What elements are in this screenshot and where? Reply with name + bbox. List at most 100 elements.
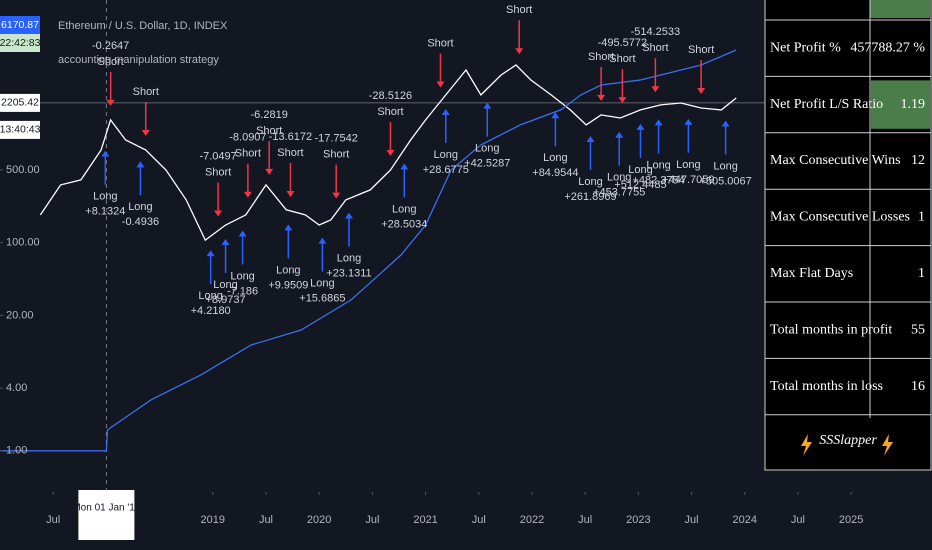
long-arrowhead: [221, 238, 230, 245]
signal-label: -7.186: [227, 285, 258, 297]
signal-text: Long: [276, 264, 300, 276]
table-frame: [764, 0, 932, 471]
table-footer: SSSlapper: [819, 433, 877, 448]
signal-label: +28.5034: [381, 218, 427, 230]
legend-subtitle: accounting manipulation strategy: [58, 54, 219, 66]
signal-text: Short: [235, 148, 261, 160]
table-label: Net Profit %: [770, 40, 841, 55]
last-price-countdown: 22:42:83: [0, 37, 41, 49]
signal-label: +9.9509: [268, 279, 308, 291]
short-arrowhead: [697, 88, 706, 95]
signal-label: +505.0067: [699, 175, 751, 187]
crosshair-y-label-box: [0, 93, 40, 112]
signal-label: +8.9737: [206, 294, 246, 306]
signal-text: Long: [676, 159, 700, 171]
signal-label: -7.0497: [199, 150, 236, 162]
long-arrowhead: [636, 123, 645, 130]
last-price-label: 6170.87: [1, 19, 39, 31]
signal-label: +453.7755: [593, 187, 645, 199]
x-tick-label: Jul: [791, 514, 805, 526]
signal-label: +84.9544: [532, 167, 578, 179]
long-arrowhead: [318, 237, 327, 244]
x-tick-label: 2025: [839, 514, 863, 526]
long-arrowhead: [284, 224, 293, 231]
y-tick-label: 100.00: [6, 237, 40, 249]
footer-icon: [882, 434, 893, 456]
long-arrowhead: [615, 131, 624, 138]
short-arrowhead: [265, 168, 274, 175]
signal-label: +42.5287: [464, 158, 510, 170]
signal-text: Long: [128, 201, 152, 213]
signal-label: -0.2647: [92, 40, 129, 52]
x-tick-label: 2024: [733, 514, 757, 526]
crosshair-countdown-box: [0, 120, 40, 139]
x-tick-label: 2019: [201, 514, 225, 526]
table-label: Total months in loss: [770, 379, 883, 394]
short-arrowhead: [651, 86, 660, 93]
signal-text: Short: [323, 149, 349, 161]
table-value: 1.19: [901, 97, 926, 112]
table-cell: [871, 80, 930, 129]
long-arrowhead: [238, 230, 247, 237]
long-arrowhead: [721, 120, 730, 127]
long-arrowhead: [136, 161, 145, 168]
signal-text: Long: [713, 160, 737, 172]
last-price-label-box: [0, 16, 40, 34]
long-arrowhead: [684, 118, 693, 125]
last-price-countdown-box: [0, 34, 40, 52]
table-value: 457788.27 %: [850, 40, 925, 55]
series-line: [0, 49, 737, 452]
signal-text: Short: [642, 42, 668, 54]
signal-text: Short: [506, 4, 532, 16]
x-tick-label: 2020: [307, 514, 331, 526]
signal-label: +482.3754: [632, 174, 684, 186]
signal-label: +512.4485: [614, 179, 666, 191]
signal-text: Long: [607, 172, 631, 184]
signal-text: Short: [427, 37, 453, 49]
short-arrowhead: [141, 129, 150, 136]
x-tick-label: 2023: [626, 514, 650, 526]
table-cell: [870, 0, 930, 18]
signal-text: Long: [337, 252, 361, 264]
x-tick-label: Jul: [685, 514, 699, 526]
long-arrowhead: [551, 112, 560, 119]
signal-label: -495.5772: [598, 37, 648, 49]
signal-text: Long: [543, 152, 567, 164]
signal-text: Long: [198, 290, 222, 302]
signal-label: +28.6775: [423, 164, 469, 176]
x-tick-label: 2021: [413, 514, 437, 526]
signal-label: +261.8969: [564, 191, 616, 203]
short-arrowhead: [597, 94, 606, 101]
x-tick-label: Jul: [365, 514, 379, 526]
y-tick-label: 500.00: [6, 164, 40, 176]
signal-text: Long: [230, 270, 254, 282]
short-arrowhead: [386, 149, 395, 156]
signal-text: Short: [133, 86, 159, 98]
table-value: 1: [918, 210, 925, 225]
crosshair-x-label: Mon 01 Jan '18: [72, 503, 141, 514]
signal-text: Long: [578, 176, 602, 188]
x-tick-label: Jul: [472, 514, 486, 526]
signal-text: Short: [377, 106, 403, 118]
table-label: Max Flat Days: [770, 266, 853, 281]
footer-icon: [801, 434, 812, 456]
table-value: 12: [911, 153, 925, 168]
signal-label: -514.2533: [631, 26, 681, 38]
short-arrowhead: [286, 190, 295, 197]
short-arrowhead: [618, 97, 627, 104]
signal-text: Short: [277, 147, 303, 159]
plot: Short-0.2647ShortShort-7.0497Short-8.090…: [0, 0, 863, 540]
stats-table: Net Profit % 457788.27 % Net Profit L/S Ra…: [764, 0, 932, 471]
long-arrowhead: [101, 150, 110, 157]
short-arrowhead: [515, 48, 524, 55]
signal-text: Short: [97, 56, 123, 68]
signal-text: Long: [628, 164, 652, 176]
table-label: Max Consecutive Losses: [770, 210, 910, 225]
signal-label: +15.6865: [299, 292, 345, 304]
signal-text: Long: [475, 143, 499, 155]
short-arrowhead: [436, 81, 445, 88]
table-label: Net Profit L/S Ratio: [770, 97, 883, 112]
signal-label: +4.2180: [191, 305, 231, 317]
signal-label: -28.5126: [369, 90, 412, 102]
